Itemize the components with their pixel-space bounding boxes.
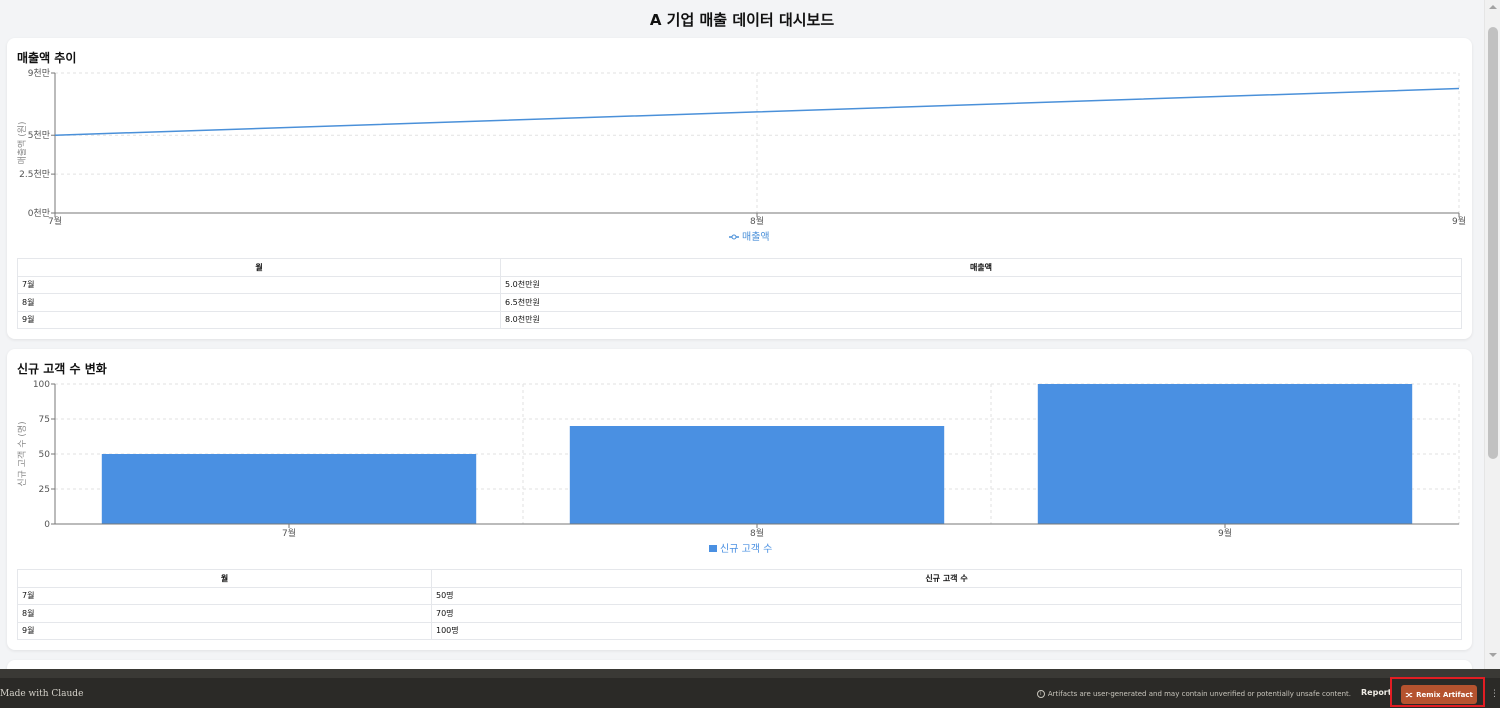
y-tick-label: 9천만 (28, 68, 50, 79)
revenue-card: 매출액 추이 9천만 5천만 2.5천만 0천만 7월 8월 9월 매출액 (원) 매출액 월 … (7, 38, 1472, 339)
legend-swatch-icon (709, 545, 717, 552)
table-row: 7월 50명 (17, 586, 1462, 605)
customers-card-title: 신규 고객 수 변화 (17, 362, 107, 376)
table-row: 9월 8.0천만원 (17, 310, 1462, 329)
table-header-revenue: 매출액 (500, 258, 1462, 277)
table-cell: 9월 (17, 621, 432, 640)
table-cell: 7월 (17, 275, 501, 294)
table-header-row: 월 신규 고객 수 (17, 569, 1462, 588)
scroll-up-arrow-icon[interactable] (1488, 2, 1498, 12)
y-tick-label: 0 (44, 520, 50, 530)
remix-highlight-box (1390, 677, 1485, 707)
table-row: 8월 70명 (17, 604, 1462, 623)
customers-card: 신규 고객 수 변화 100 75 50 25 0 7월 8월 9월 신규 고객 수 (명) 신규… (7, 349, 1472, 650)
table-row: 7월 5.0천만원 (17, 275, 1462, 294)
x-tick-label: 7월 (48, 215, 62, 227)
legend-label: 매출액 (742, 231, 770, 243)
x-tick-label: 7월 (282, 527, 296, 539)
x-tick-label: 9월 (1218, 527, 1232, 539)
disclaimer-text: Artifacts are user-generated and may con… (1047, 690, 1351, 698)
legend-marker-icon (731, 234, 737, 240)
table-cell: 9월 (17, 310, 501, 329)
table-row: 8월 6.5천만원 (17, 293, 1462, 312)
report-button[interactable]: Report (1361, 688, 1392, 697)
scroll-down-arrow-icon[interactable] (1488, 650, 1498, 660)
remix-label: Remix Artifact (1416, 690, 1473, 699)
disclaimer: i Artifacts are user-generated and may c… (1036, 690, 1351, 698)
y-tick-label: 100 (33, 380, 50, 390)
next-card (7, 660, 1472, 669)
artifact-footer: Made with Claude i Artifacts are user-ge… (0, 669, 1500, 708)
artifact-viewport: A 기업 매출 데이터 대시보드 매출액 추이 9천만 5천만 2.5천만 0천만 7월… (7, 11, 1472, 669)
table-cell: 7월 (17, 586, 432, 605)
y-tick-label: 50 (39, 450, 51, 460)
customers-bar-chart: 100 75 50 25 0 7월 8월 9월 신규 고객 수 (명) 신규 고객 수 (17, 380, 1460, 555)
x-tick-label: 8월 (750, 527, 764, 539)
y-tick-label: 2.5천만 (19, 169, 50, 180)
table-cell: 8월 (17, 293, 501, 312)
vertical-scrollbar[interactable] (1484, 0, 1500, 669)
footer-divider (0, 669, 1500, 678)
scroll-thumb[interactable] (1488, 27, 1498, 459)
more-options-icon[interactable]: ⋮ (1490, 689, 1499, 699)
table-cell: 8.0천만원 (500, 310, 1462, 329)
y-tick-label: 0천만 (28, 208, 50, 219)
table-cell: 5.0천만원 (500, 275, 1462, 294)
bar-2 (569, 426, 945, 524)
x-tick-label: 9월 (1452, 215, 1466, 227)
bar-1 (101, 454, 477, 524)
page-title: A 기업 매출 데이터 대시보드 (649, 11, 835, 29)
legend-label: 신규 고객 수 (720, 543, 772, 555)
y-axis-label: 매출액 (원) (16, 121, 28, 164)
revenue-table: 월 매출액 7월 5.0천만원 8월 6.5천만원 9월 8.0천만원 (17, 258, 1462, 329)
x-tick-label: 8월 (750, 215, 764, 227)
table-cell: 50명 (431, 586, 1462, 605)
made-with-claude-link[interactable]: Made with Claude (0, 689, 84, 699)
y-tick-label: 25 (39, 485, 50, 495)
revenue-card-title: 매출액 추이 (17, 51, 77, 65)
table-cell: 6.5천만원 (500, 293, 1462, 312)
table-row: 9월 100명 (17, 621, 1462, 640)
table-header-month: 월 (17, 258, 501, 277)
table-header-month: 월 (17, 569, 432, 588)
shuffle-icon (1405, 692, 1413, 697)
y-tick-label: 5천만 (28, 130, 50, 141)
info-icon: i (1036, 690, 1045, 698)
remix-artifact-button[interactable]: Remix Artifact (1401, 685, 1477, 704)
table-cell: 70명 (431, 604, 1462, 623)
table-header-row: 월 매출액 (17, 258, 1462, 277)
bar-3 (1037, 384, 1413, 524)
y-axis-label: 신규 고객 수 (명) (17, 421, 28, 486)
table-cell: 100명 (431, 621, 1462, 640)
table-header-customers: 신규 고객 수 (431, 569, 1462, 588)
table-cell: 8월 (17, 604, 432, 623)
y-tick-label: 75 (39, 415, 50, 425)
customers-table: 월 신규 고객 수 7월 50명 8월 70명 9월 100명 (17, 569, 1462, 640)
